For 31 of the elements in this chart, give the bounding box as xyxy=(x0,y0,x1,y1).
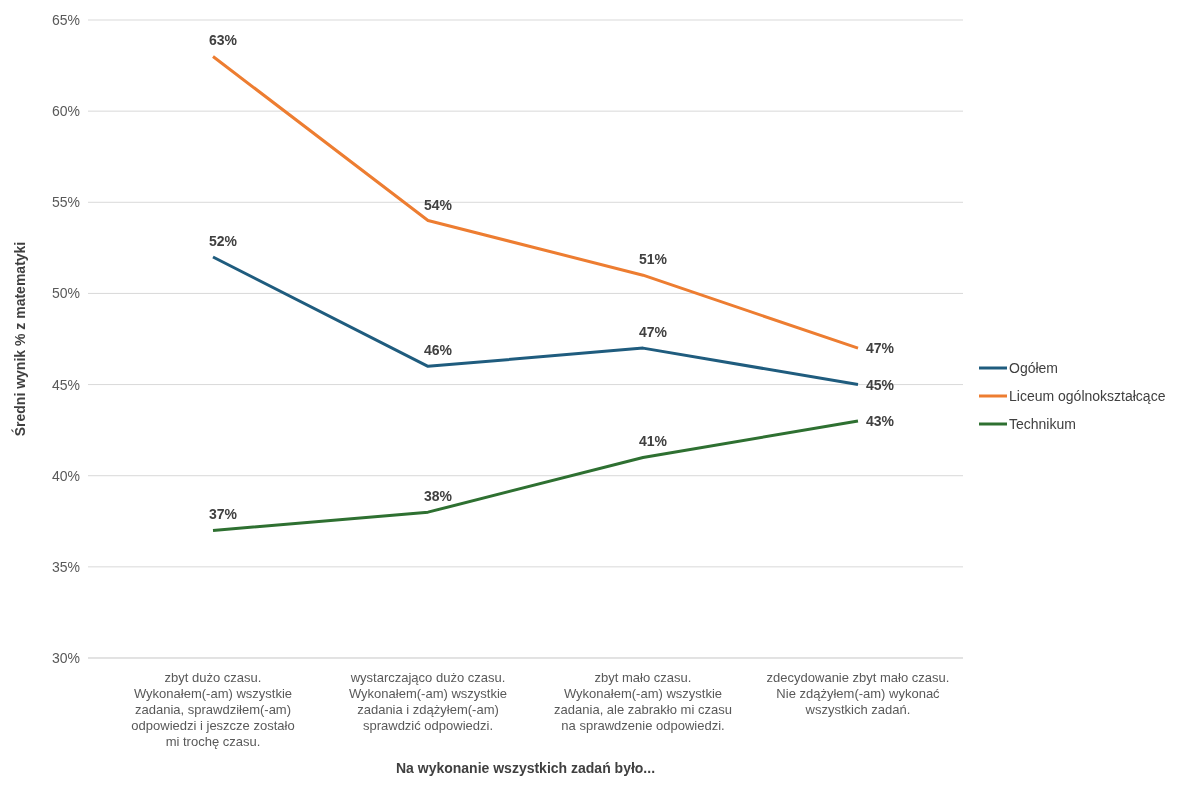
line-series xyxy=(211,419,860,532)
y-tick-label: 65% xyxy=(51,11,80,28)
x-axis-title: Na wykonanie wszystkich zadań było... xyxy=(395,760,656,776)
y-tick-label: 55% xyxy=(51,194,80,211)
data-label: 63% xyxy=(208,32,238,49)
y-tick-label: 45% xyxy=(51,376,80,393)
legend-label: Liceum ogólnokształcące xyxy=(1009,386,1166,406)
y-tick-label: 35% xyxy=(51,558,80,575)
legend-label: Technikum xyxy=(1009,414,1076,434)
data-label: 41% xyxy=(638,433,668,450)
y-axis-title: Średni wynik % z matematyki xyxy=(10,241,28,437)
data-label: 47% xyxy=(638,324,668,341)
data-label: 43% xyxy=(866,413,895,430)
y-tick-label: 40% xyxy=(51,467,80,484)
data-label: 46% xyxy=(423,342,453,359)
data-label: 47% xyxy=(866,340,895,357)
y-tick-label: 30% xyxy=(51,649,80,666)
y-tick-label: 60% xyxy=(51,103,80,120)
line-series xyxy=(211,255,860,387)
data-label: 45% xyxy=(866,376,895,393)
data-label: 38% xyxy=(423,488,453,505)
data-label: 52% xyxy=(208,232,238,249)
legend-label: Ogółem xyxy=(1009,358,1059,378)
data-label: 51% xyxy=(638,251,668,268)
data-label: 37% xyxy=(208,506,238,523)
x-tick-label: wystarczająco dużo czasu. Wykonałem(-am) wszystkie zadania i zdążyłem(-am) sprawdzić odpowiedzi. xyxy=(348,670,508,733)
x-tick-label: zbyt dużo czasu. Wykonałem(-am) wszystkie zadania, sprawdziłem(-am) odpowiedzi i jeszcze zostało mi trochę czasu. xyxy=(131,670,295,749)
data-label: 54% xyxy=(423,196,453,213)
y-tick-label: 50% xyxy=(51,285,80,302)
x-tick-label: zbyt mało czasu. Wykonałem(-am) wszystkie zadania, ale zabrakło mi czasu na sprawdzenie odpowiedzi. xyxy=(554,670,732,733)
x-tick-label: zdecydowanie zbyt mało czasu. Nie zdążyłem(-am) wykonać wszystkich zadań. xyxy=(766,670,950,717)
